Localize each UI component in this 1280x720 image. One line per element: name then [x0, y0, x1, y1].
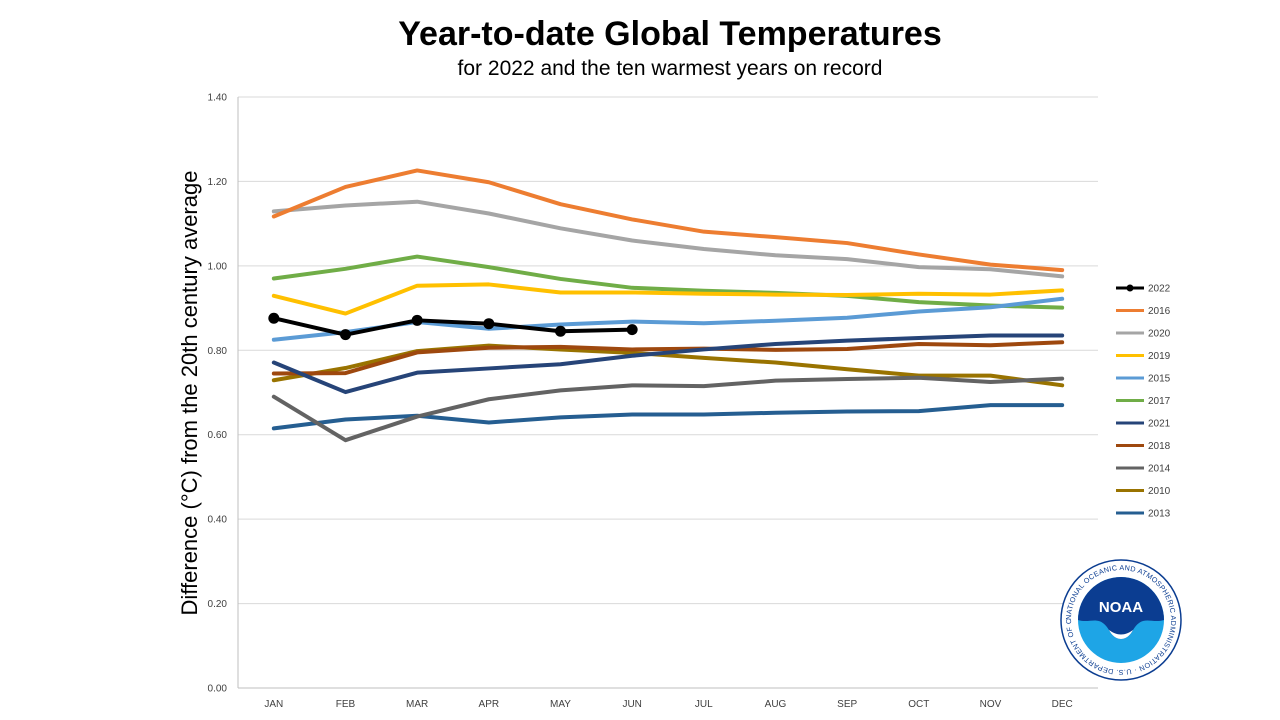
series-2018: [271, 340, 1065, 376]
legend-item-2018: 2018: [1116, 441, 1171, 452]
legend-item-2016: 2016: [1116, 306, 1171, 317]
series-2016: [271, 168, 1065, 273]
legend-item-2010: 2010: [1116, 486, 1171, 497]
x-tick-label: JAN: [264, 699, 283, 710]
series-line-2013: [271, 403, 1065, 431]
series-line-2018: [271, 340, 1065, 376]
data-point-2022: [555, 325, 566, 337]
data-point-2022: [340, 329, 351, 341]
legend: 2022 2016 2020 2019 2015 2017 2021 2018 2014 2010…: [1116, 284, 1171, 520]
x-tick-label: JUN: [622, 699, 641, 710]
legend-item-2020: 2020: [1116, 329, 1171, 340]
series-2019: [271, 282, 1065, 316]
series-2020: [271, 199, 1065, 279]
legend-label: 2013: [1148, 509, 1171, 520]
x-tick-label: FEB: [336, 699, 356, 710]
legend-label: 2010: [1148, 486, 1171, 497]
legend-label: 2014: [1148, 464, 1171, 475]
x-tick-label: APR: [479, 699, 500, 710]
logo-label: NOAA: [1099, 599, 1143, 616]
y-tick-label: 0.80: [208, 346, 228, 357]
legend-item-2017: 2017: [1116, 396, 1171, 407]
y-tick-label: 0.00: [208, 684, 228, 695]
legend-label: 2016: [1148, 306, 1171, 317]
legend-item-2015: 2015: [1116, 374, 1171, 385]
legend-label: 2022: [1148, 284, 1171, 295]
series-line-2021: [271, 333, 1065, 395]
legend-item-2019: 2019: [1116, 351, 1171, 362]
seagull-icon: [1109, 630, 1133, 639]
series-line-2016: [271, 168, 1065, 273]
x-tick-label: AUG: [765, 699, 787, 710]
y-tick-label: 1.20: [208, 177, 228, 188]
data-point-2022: [483, 318, 495, 330]
gridlines: [238, 96, 1098, 605]
legend-label: 2021: [1148, 419, 1171, 430]
legend-label: 2018: [1148, 441, 1171, 452]
axes: 0.00 0.20 0.40 0.60 0.80 1.00 1.20 1.40 JAN FEB MA…: [208, 93, 1098, 710]
legend-label: 2017: [1148, 396, 1171, 407]
series-2021: [271, 333, 1065, 395]
data-point-2022: [268, 312, 280, 324]
x-tick-label: MAY: [550, 699, 571, 710]
x-tick-label: SEP: [837, 699, 857, 710]
y-tick-label: 0.40: [208, 515, 228, 526]
logo-dark-top: [1078, 577, 1164, 639]
chart-title: Year-to-date Global Temperatures: [398, 15, 942, 53]
y-tick-label: 0.20: [208, 599, 228, 610]
series-line-2019: [271, 282, 1065, 316]
series-2022: [268, 312, 638, 341]
x-tick-label: NOV: [980, 699, 1002, 710]
series-line-2014: [271, 375, 1065, 443]
x-tick-label: OCT: [908, 699, 929, 710]
series-2017: [271, 254, 1065, 310]
data-point-2022: [411, 314, 423, 326]
noaa-logo: NATIONAL OCEANIC AND ATMOSPHERIC ADMINIS…: [1060, 559, 1182, 681]
legend-item-2021: 2021: [1116, 419, 1171, 430]
data-point-2022: [626, 324, 638, 336]
series-2013: [271, 403, 1065, 431]
y-tick-label: 1.00: [208, 261, 228, 272]
legend-item-2022: 2022: [1116, 284, 1171, 295]
series-line-2020: [271, 199, 1065, 279]
y-tick-label: 0.60: [208, 430, 228, 441]
legend-item-2014: 2014: [1116, 464, 1171, 475]
y-tick-label: 1.40: [208, 93, 228, 104]
legend-label: 2015: [1148, 374, 1171, 385]
x-tick-label: JUL: [695, 699, 713, 710]
x-tick-label: DEC: [1052, 699, 1073, 710]
series-2014: [271, 375, 1065, 443]
legend-marker: [1126, 284, 1134, 292]
legend-label: 2020: [1148, 329, 1171, 340]
series-line-2022: [271, 316, 635, 337]
y-axis-title: Difference (°C) from the 20th century av…: [177, 171, 202, 616]
x-tick-label: MAR: [406, 699, 428, 710]
series-line-2017: [271, 254, 1065, 310]
legend-label: 2019: [1148, 351, 1171, 362]
chart-subtitle: for 2022 and the ten warmest years on re…: [458, 57, 883, 80]
legend-item-2013: 2013: [1116, 509, 1171, 520]
series-lines: [268, 168, 1065, 443]
